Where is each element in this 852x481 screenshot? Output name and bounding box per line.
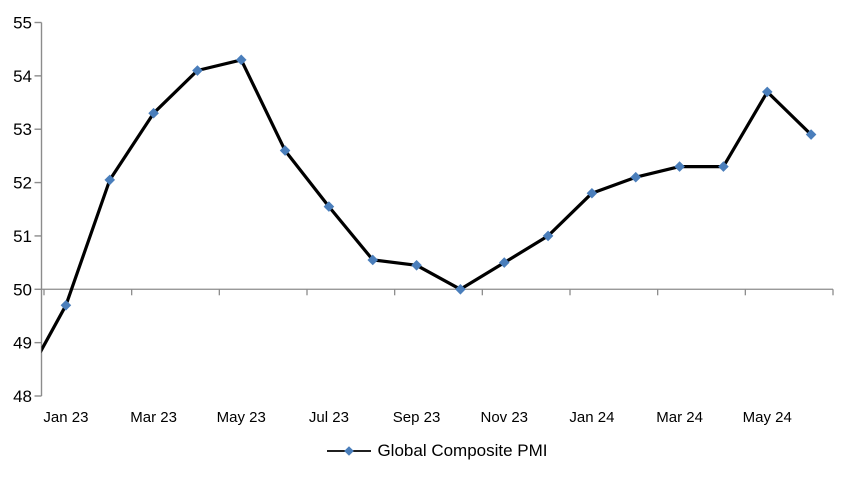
x-axis-tick-label: Jul 23 xyxy=(309,409,349,426)
legend-label: Global Composite PMI xyxy=(377,441,548,460)
x-axis-tick-label: Mar 23 xyxy=(130,409,177,426)
data-point-diamond-marker xyxy=(542,230,554,242)
y-axis-tick-label: 52 xyxy=(13,174,32,193)
chart-legend: Global Composite PMI xyxy=(41,439,833,462)
y-axis-tick-label: 50 xyxy=(13,280,32,299)
data-point-diamond-marker xyxy=(60,299,72,311)
x-axis-tick-label: Jan 24 xyxy=(569,409,614,426)
y-axis-tick-label: 55 xyxy=(13,14,32,33)
data-point-diamond-marker xyxy=(498,257,510,268)
data-point-diamond-marker xyxy=(367,254,379,266)
y-axis-tick-label: 49 xyxy=(13,334,32,353)
x-axis-labels: Jan 23 Mar 23 May 23 Jul 23 Sep 23 Nov 23 Jan … xyxy=(43,409,791,426)
y-axis-tick-label: 54 xyxy=(13,67,32,86)
y-axis-tick-label: 48 xyxy=(13,387,32,406)
legend-diamond-marker-icon xyxy=(344,445,355,456)
data-point-diamond-marker xyxy=(718,161,729,172)
data-point-diamond-marker xyxy=(323,201,335,212)
data-point-diamond-marker xyxy=(235,54,247,66)
legend-series-swatch xyxy=(327,445,372,456)
chart-plot-area: 48 49 50 51 52 53 54 55 Jan 23 Mar 23 May 23 Jul 23… xyxy=(13,14,834,426)
data-point-diamond-marker xyxy=(148,107,159,119)
data-point-diamond-marker xyxy=(761,86,773,98)
data-point-diamond-marker xyxy=(104,174,116,186)
x-axis-tick-label: Sep 23 xyxy=(393,409,441,426)
y-axis-tick-label: 53 xyxy=(13,120,32,139)
data-point-diamond-marker xyxy=(805,129,817,140)
data-point-diamond-marker xyxy=(630,171,642,183)
x-axis-tick-label: May 23 xyxy=(217,409,266,426)
series-line xyxy=(41,58,813,354)
data-point-diamond-marker xyxy=(674,161,685,172)
x-axis-baseline xyxy=(41,288,834,296)
x-axis-tick-label: Mar 24 xyxy=(656,409,703,426)
series-global-composite-pmi xyxy=(41,54,817,354)
y-axis: 48 49 50 51 52 53 54 55 xyxy=(13,14,43,406)
x-axis-tick-label: Nov 23 xyxy=(480,409,528,426)
data-point-diamond-marker xyxy=(279,145,291,156)
x-axis-tick-label: May 24 xyxy=(743,409,792,426)
y-axis-tick-label: 51 xyxy=(13,227,32,246)
data-point-diamond-marker xyxy=(411,259,422,271)
x-axis-tick-label: Jan 23 xyxy=(43,409,88,426)
data-point-diamond-marker xyxy=(586,187,598,199)
data-point-diamond-marker xyxy=(192,65,203,76)
data-point-diamond-marker xyxy=(455,283,466,295)
